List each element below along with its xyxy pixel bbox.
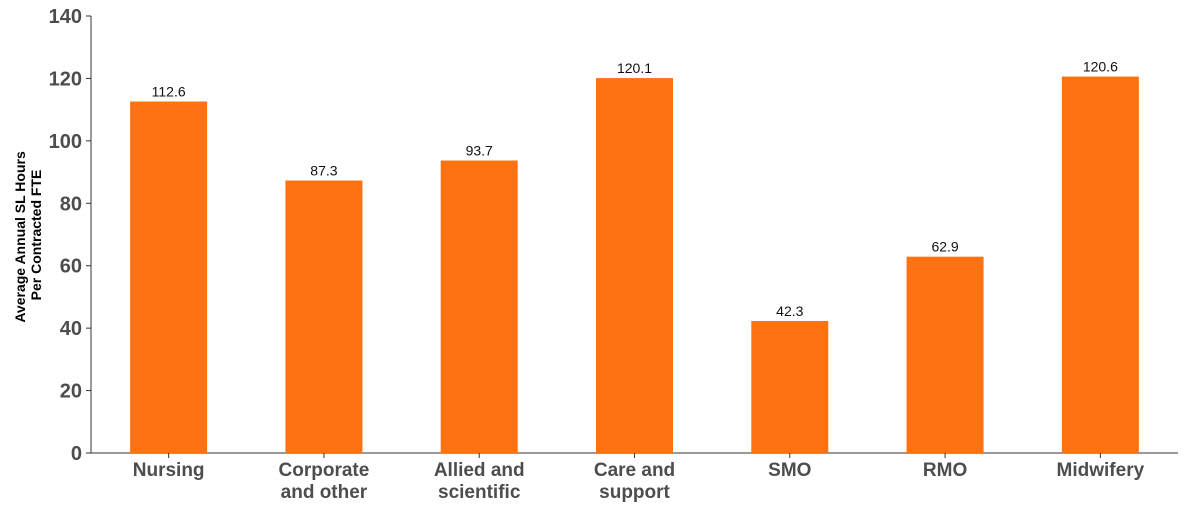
- data-label: 62.9: [931, 239, 958, 255]
- y-tick-label: 60: [60, 256, 82, 278]
- x-tick-label-line: Midwifery: [1057, 460, 1145, 481]
- x-tick-label-line: SMO: [768, 460, 811, 481]
- y-tick-label: 20: [60, 381, 82, 403]
- y-tick-label: 100: [49, 131, 82, 153]
- y-axis-title-line-1: Average Annual SL Hours: [12, 151, 28, 323]
- x-tick-label-line: Nursing: [133, 460, 205, 481]
- x-tick-label: SMO: [768, 460, 811, 481]
- data-label: 93.7: [466, 143, 493, 159]
- x-tick-label: Corporate and other: [279, 460, 370, 503]
- data-label: 120.6: [1083, 59, 1118, 75]
- y-tick-label: 80: [60, 193, 82, 215]
- x-tick-label-line: Care and: [594, 460, 675, 481]
- x-tick-label-line: support: [599, 482, 670, 503]
- bar: [1062, 77, 1139, 453]
- y-tick-label: 120: [49, 68, 82, 90]
- x-tick-label: RMO: [923, 460, 967, 481]
- y-tick-label: 0: [71, 443, 82, 465]
- data-label: 120.1: [617, 60, 652, 76]
- y-axis-title-line-2: Per Contracted FTE: [28, 170, 44, 301]
- bar: [596, 78, 673, 453]
- x-tick-label-line: RMO: [923, 460, 967, 481]
- x-tick-label: Care and support: [594, 460, 675, 503]
- bar: [441, 161, 518, 453]
- y-tick-label: 140: [49, 6, 82, 28]
- x-tick-label: Allied and scientific: [434, 460, 525, 503]
- x-tick-label-line: Allied and: [434, 460, 525, 481]
- x-tick-label-line: Corporate: [279, 460, 370, 481]
- y-axis-title: Average Annual SL Hours Per Contracted F…: [12, 147, 44, 322]
- data-label: 42.3: [776, 303, 803, 319]
- data-label: 112.6: [152, 84, 186, 100]
- bar: [907, 257, 984, 453]
- x-tick-label-line: scientific: [438, 482, 521, 503]
- x-tick-label-line: and other: [281, 482, 368, 503]
- y-tick-label: 40: [60, 318, 82, 340]
- data-label: 87.3: [310, 162, 337, 178]
- x-tick-label: Midwifery: [1057, 460, 1145, 481]
- bar: [130, 102, 207, 453]
- bar: [285, 180, 362, 453]
- bars-layer: [130, 77, 1139, 453]
- x-tick-label: Nursing: [133, 460, 205, 481]
- bar: [751, 321, 828, 453]
